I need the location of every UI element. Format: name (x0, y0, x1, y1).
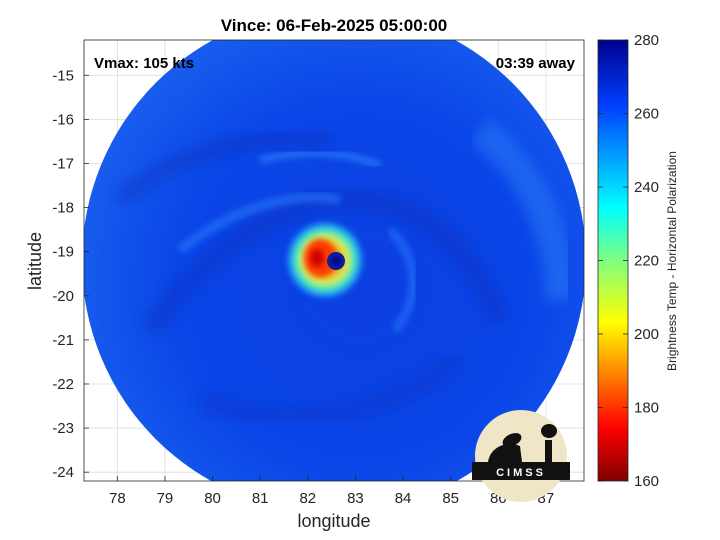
y-tick-label: -23 (52, 420, 74, 437)
y-tick-label: -18 (52, 200, 74, 217)
rain-band (259, 149, 382, 169)
colorbar-tick-label: 160 (634, 473, 659, 490)
eyewall-hot (310, 249, 324, 267)
y-axis-label: latitude (25, 232, 45, 290)
cimss-logo: CIMSS (472, 410, 570, 502)
y-tick-label: -19 (52, 244, 74, 261)
colorbar-tick-label: 240 (634, 179, 659, 196)
x-tick-label: 82 (299, 490, 316, 507)
colorbar-tick-label: 260 (634, 106, 659, 123)
x-axis-label: longitude (297, 511, 370, 531)
y-tick-label: -20 (52, 288, 74, 305)
vmax-annotation: Vmax: 105 kts (94, 55, 194, 72)
time-away-annotation: 03:39 away (496, 55, 576, 72)
eye-core (331, 256, 341, 266)
rain-band (114, 128, 332, 207)
y-tick-label: -17 (52, 155, 74, 172)
x-tick-label: 79 (157, 490, 174, 507)
y-tick-label: -15 (52, 67, 74, 84)
colorbar-tick-label: 220 (634, 253, 659, 270)
colorbar-label: Brightness Temp - Horizontal Polarizatio… (665, 151, 679, 371)
rain-band (386, 226, 418, 333)
y-tick-label: -22 (52, 376, 74, 393)
y-tick-label: -24 (52, 464, 74, 481)
x-axis: 78 79 80 81 82 83 84 85 86 87 (109, 476, 554, 507)
storm-image (84, 40, 584, 481)
axes-box (83, 39, 585, 482)
chart-title: Vince: 06-Feb-2025 05:00:00 (221, 16, 447, 35)
x-tick-label: 83 (347, 490, 364, 507)
colorbar-ticks: 280 260 240 220 200 180 160 (598, 32, 659, 490)
colorbar-tick-label: 200 (634, 326, 659, 343)
rain-band (176, 192, 341, 254)
x-tick-label: 81 (252, 490, 269, 507)
logo-text: CIMSS (496, 467, 546, 479)
x-tick-label: 84 (395, 490, 412, 507)
x-tick-label: 85 (442, 490, 459, 507)
rain-band (470, 118, 575, 301)
colorbar-tick-label: 280 (634, 32, 659, 49)
x-tick-label: 78 (109, 490, 126, 507)
y-axis: -15 -16 -17 -18 -19 -20 -21 -22 -23 -24 (52, 67, 89, 481)
y-tick-label: -16 (52, 111, 74, 128)
x-tick-label: 80 (204, 490, 221, 507)
colorbar-tick-label: 180 (634, 400, 659, 417)
y-tick-label: -21 (52, 332, 74, 349)
rain-band (196, 351, 466, 427)
